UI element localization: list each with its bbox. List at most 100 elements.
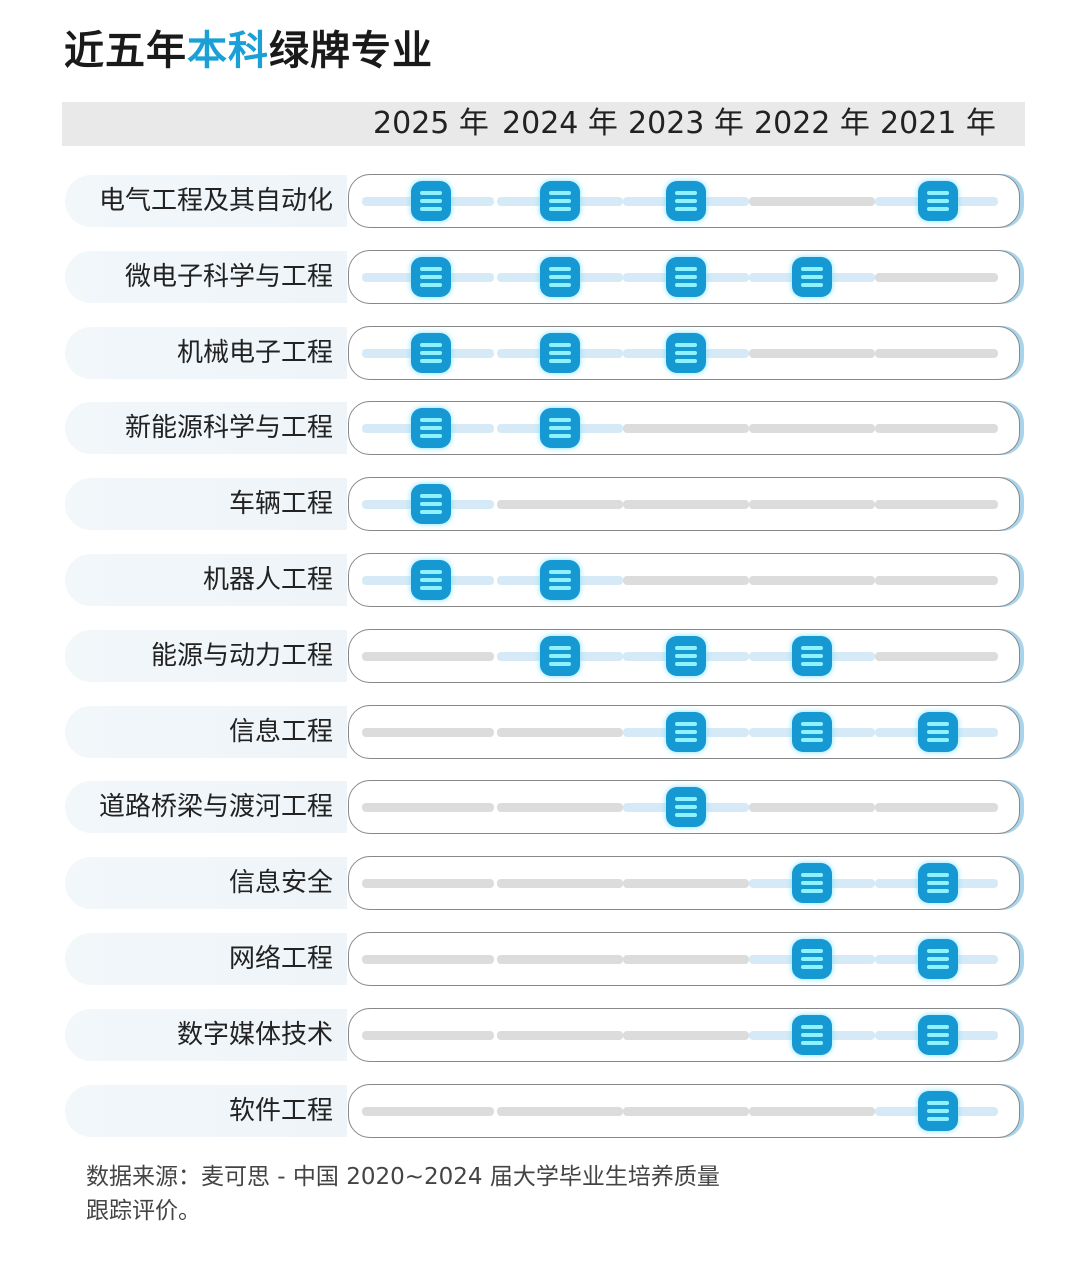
footnote-line1: 数据来源：麦可思 - 中国 2020~2024 届大学毕业生培养质量	[86, 1164, 720, 1190]
list-badge-icon	[666, 711, 706, 752]
year-column-header: 2022 年	[754, 106, 870, 141]
track-segment-inactive	[497, 1106, 623, 1116]
row-track	[348, 249, 1020, 304]
track-segment-inactive	[362, 727, 494, 737]
year-column-header: 2023 年	[628, 106, 744, 141]
track-segment-inactive	[749, 500, 875, 510]
list-badge-icon	[666, 332, 706, 373]
list-badge-icon	[540, 181, 580, 221]
track-segment-inactive	[497, 500, 623, 510]
list-badge-icon	[792, 1014, 832, 1055]
row-track	[348, 932, 1020, 986]
row-label: 道路桥梁与渡河工程	[65, 781, 347, 834]
track-segment-inactive	[875, 500, 998, 510]
row-track	[348, 553, 1020, 607]
list-badge-icon	[666, 181, 706, 221]
track-segment-inactive	[875, 272, 998, 282]
title-part2: 绿牌专业	[269, 28, 433, 74]
list-badge-icon	[540, 332, 580, 373]
year-header-bar	[62, 102, 1025, 146]
track-segment-inactive	[497, 1030, 623, 1040]
track-segment-inactive	[623, 955, 749, 964]
list-badge-icon	[666, 256, 706, 297]
track-segment-inactive	[362, 1030, 494, 1040]
year-column-header: 2024 年	[502, 106, 618, 141]
list-badge-icon	[918, 863, 958, 904]
row-track	[348, 401, 1020, 456]
row-label: 能源与动力工程	[65, 629, 347, 682]
row-label: 信息安全	[65, 857, 347, 910]
track-segment-inactive	[749, 576, 875, 585]
track-segment-inactive	[362, 879, 494, 889]
row-track	[348, 780, 1020, 835]
list-badge-icon	[792, 939, 832, 979]
list-badge-icon	[411, 408, 451, 449]
row-track	[348, 1083, 1020, 1138]
row-track	[348, 477, 1020, 532]
row-track	[348, 174, 1020, 228]
list-badge-icon	[792, 711, 832, 752]
list-badge-icon	[918, 1090, 958, 1131]
list-badge-icon	[918, 711, 958, 752]
row-track	[348, 856, 1020, 911]
list-badge-icon	[918, 939, 958, 979]
list-badge-icon	[540, 408, 580, 449]
page-title: 近五年本科绿牌专业	[64, 18, 433, 76]
list-badge-icon	[666, 635, 706, 676]
row-label: 网络工程	[65, 933, 347, 985]
list-badge-icon	[792, 863, 832, 904]
row-label: 软件工程	[65, 1084, 347, 1137]
track-segment-inactive	[623, 1106, 749, 1116]
list-badge-icon	[411, 256, 451, 297]
list-badge-icon	[411, 484, 451, 525]
list-badge-icon	[918, 181, 958, 221]
footnote: 数据来源：麦可思 - 中国 2020~2024 届大学毕业生培养质量 跟踪评价。	[86, 1160, 766, 1228]
track-segment-inactive	[623, 576, 749, 585]
list-badge-icon	[540, 560, 580, 600]
track-segment-inactive	[497, 803, 623, 813]
track-segment-inactive	[497, 879, 623, 889]
track-segment-inactive	[875, 651, 998, 661]
list-badge-icon	[540, 635, 580, 676]
title-highlight: 本科	[187, 28, 269, 74]
track-segment-inactive	[497, 955, 623, 964]
list-badge-icon	[666, 787, 706, 828]
row-label: 机器人工程	[65, 554, 347, 606]
list-badge-icon	[411, 560, 451, 600]
track-segment-inactive	[749, 424, 875, 434]
row-label: 机械电子工程	[65, 326, 347, 379]
track-segment-inactive	[875, 576, 998, 585]
track-segment-inactive	[875, 424, 998, 434]
track-segment-inactive	[623, 500, 749, 510]
list-badge-icon	[540, 256, 580, 297]
track-segment-inactive	[623, 424, 749, 434]
track-segment-inactive	[875, 803, 998, 813]
track-segment-inactive	[623, 1030, 749, 1040]
row-label: 车辆工程	[65, 478, 347, 531]
row-track	[348, 628, 1020, 683]
row-track	[348, 704, 1020, 759]
year-column-header: 2025 年	[373, 106, 489, 141]
list-badge-icon	[411, 181, 451, 221]
track-segment-inactive	[749, 1106, 875, 1116]
list-badge-icon	[918, 1014, 958, 1055]
track-segment-inactive	[749, 348, 875, 358]
track-segment-inactive	[362, 803, 494, 813]
row-label: 数字媒体技术	[65, 1008, 347, 1061]
title-part1: 近五年	[64, 28, 187, 74]
list-badge-icon	[792, 256, 832, 297]
list-badge-icon	[411, 332, 451, 373]
track-segment-inactive	[623, 879, 749, 889]
row-track	[348, 1007, 1020, 1062]
year-column-header: 2021 年	[880, 106, 996, 141]
track-segment-inactive	[749, 197, 875, 206]
row-label: 新能源科学与工程	[65, 402, 347, 455]
track-segment-inactive	[362, 651, 494, 661]
track-segment-inactive	[362, 955, 494, 964]
list-badge-icon	[792, 635, 832, 676]
row-label: 信息工程	[65, 705, 347, 758]
track-segment-inactive	[362, 1106, 494, 1116]
row-track	[348, 325, 1020, 380]
footnote-line2: 跟踪评价。	[86, 1198, 201, 1224]
